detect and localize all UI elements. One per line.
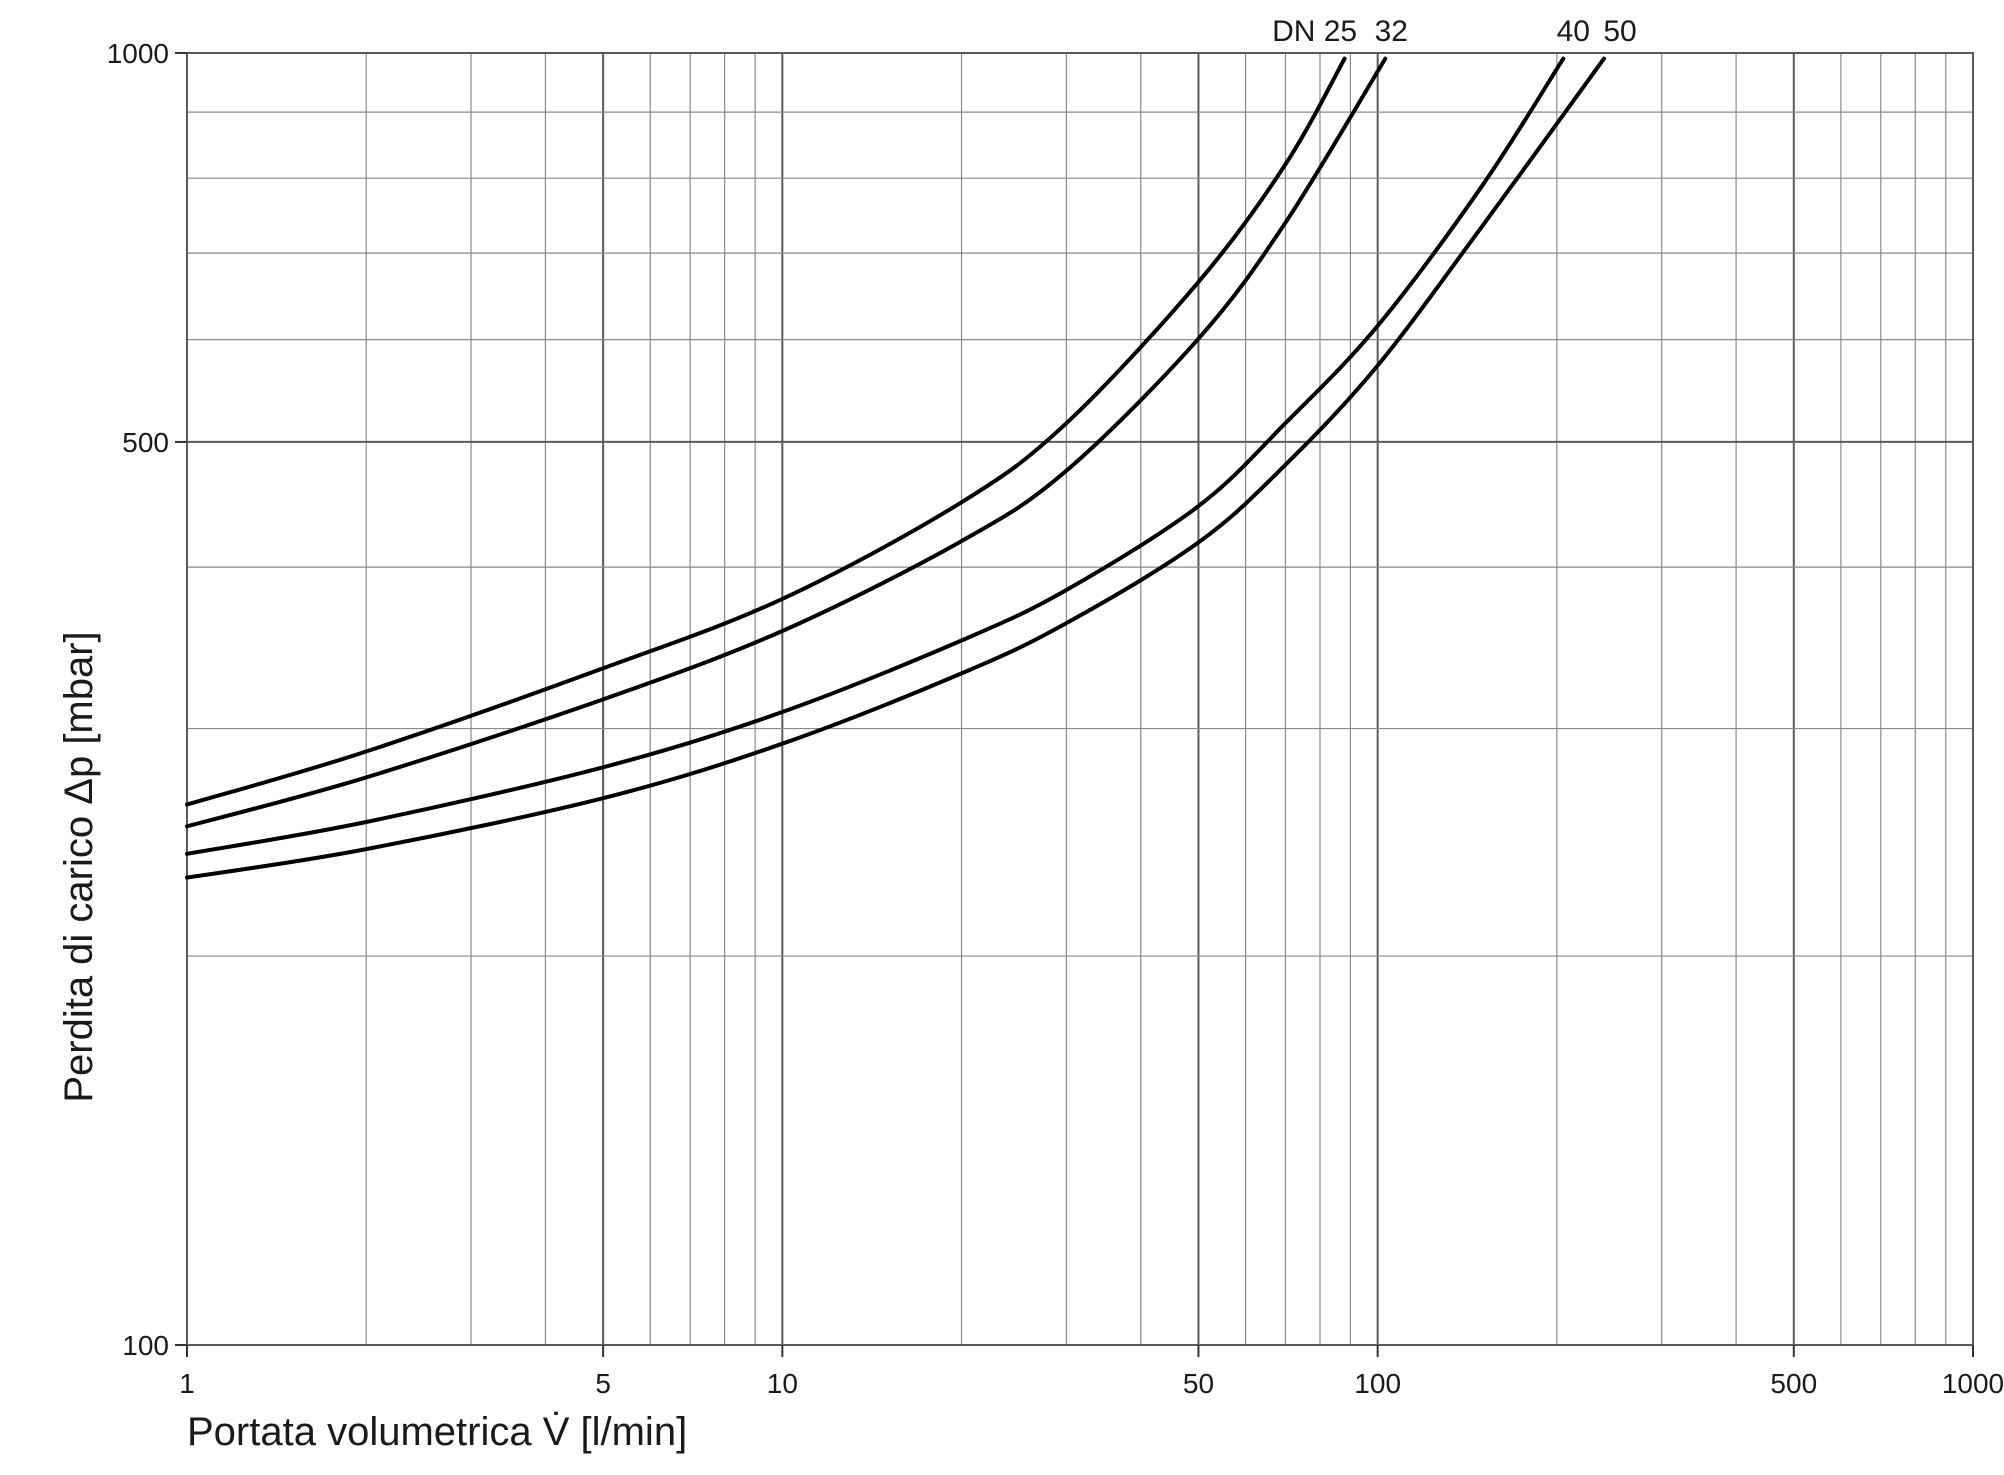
grid [187, 53, 1973, 1345]
x-tick-label: 5 [595, 1368, 611, 1399]
y-tick-label: 1000 [107, 38, 169, 69]
y-tick-label: 500 [122, 427, 169, 458]
series-label: DN 25 [1272, 15, 1357, 48]
x-axis-title: Portata volumetrica V̇ [l/min] [187, 1410, 687, 1454]
series-line-dn-25 [185, 56, 1347, 807]
x-tick-label: 100 [1354, 1368, 1401, 1399]
y-tick-label: 100 [122, 1330, 169, 1361]
x-tick-label: 1000 [1942, 1368, 2004, 1399]
x-tick-label: 1 [179, 1368, 195, 1399]
x-tick-label: 500 [1770, 1368, 1817, 1399]
series-label: 50 [1603, 15, 1636, 48]
x-tick-label: 10 [767, 1368, 798, 1399]
series-layer [185, 56, 1606, 880]
series-label: 40 [1557, 15, 1590, 48]
series-line-50 [185, 56, 1606, 880]
series-line-32 [185, 56, 1388, 829]
y-axis-ticks: 100 500 1000 [107, 38, 187, 1361]
series-line-40 [185, 56, 1566, 856]
plot-frame [186, 52, 1974, 1346]
series-label: 32 [1375, 15, 1408, 48]
x-axis-ticks: 1 5 10 50 100 500 1000 [179, 1345, 2004, 1399]
x-tick-label: 50 [1183, 1368, 1214, 1399]
series-labels: DN 25 32 40 50 [1272, 15, 1637, 48]
y-axis-title: Perdita di carico Δp [mbar] [57, 631, 101, 1102]
